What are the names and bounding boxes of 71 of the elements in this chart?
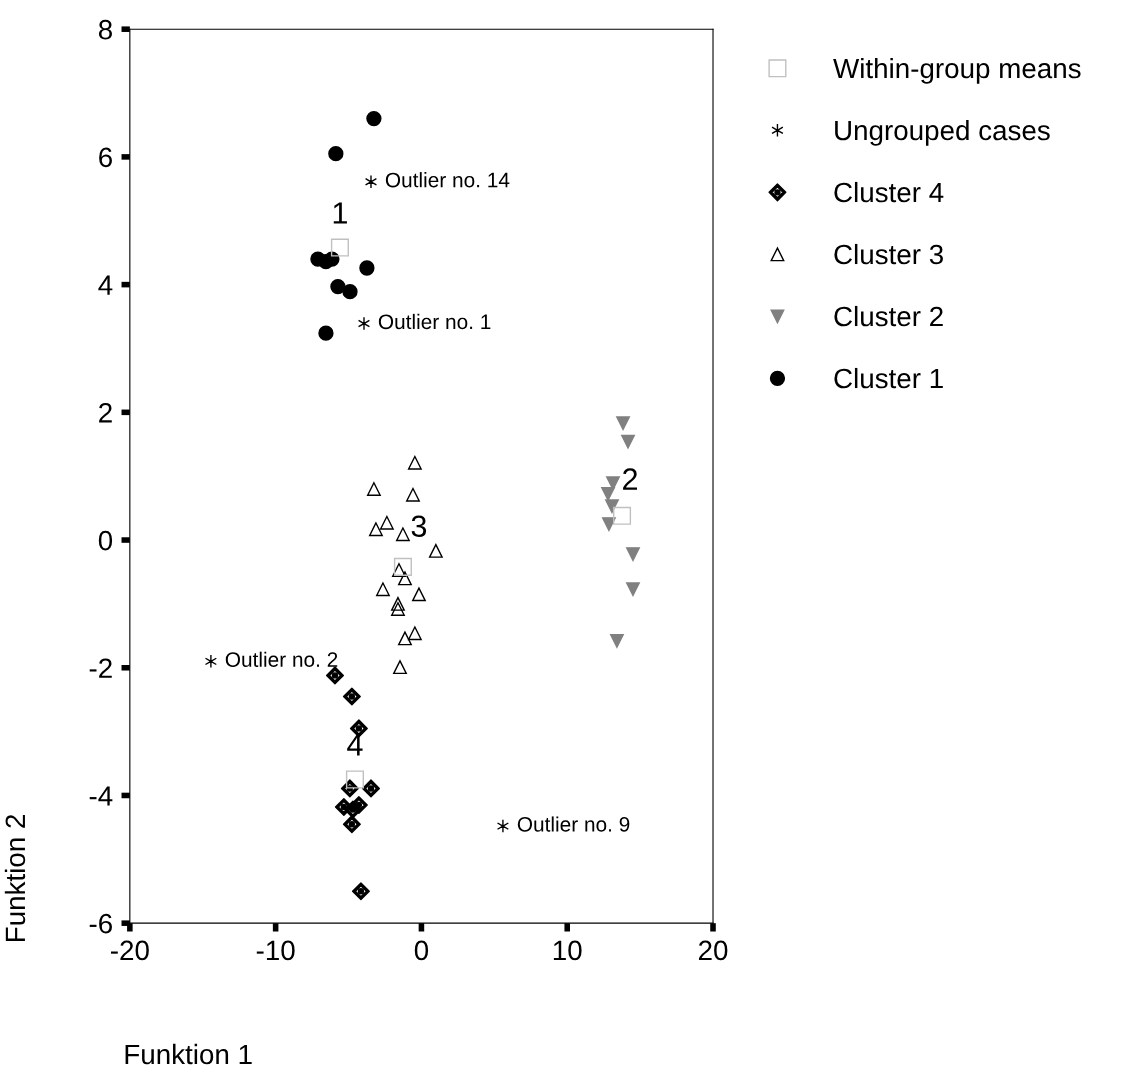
y-tick-label: -2 xyxy=(89,658,112,678)
point xyxy=(621,434,635,449)
y-tick-label: 0 xyxy=(98,530,113,551)
annotation: Outlier no. 1 xyxy=(378,313,491,330)
y-tick-label: 8 xyxy=(98,19,112,40)
point xyxy=(345,770,364,789)
point xyxy=(428,543,443,558)
y-tick-label: 6 xyxy=(99,147,112,168)
point xyxy=(351,882,370,901)
point xyxy=(368,522,383,537)
point xyxy=(609,633,624,648)
legend-label: Cluster 2 xyxy=(834,305,943,327)
point xyxy=(330,278,346,295)
x-tick-label: 0 xyxy=(414,940,429,961)
point xyxy=(393,557,412,576)
point xyxy=(605,499,619,514)
point xyxy=(204,654,218,669)
point xyxy=(393,660,407,675)
x-tick-label: 10 xyxy=(553,940,582,961)
point xyxy=(361,779,381,798)
y-axis-title: Funktion 2 xyxy=(4,815,26,942)
y-tick-label: 4 xyxy=(98,275,113,295)
annotation: Outlier no. 14 xyxy=(385,172,510,188)
point xyxy=(613,506,632,525)
point xyxy=(407,455,422,470)
point xyxy=(398,631,412,646)
legend-label: Within-group means xyxy=(833,57,1081,84)
point xyxy=(391,596,405,611)
annotation: 1 xyxy=(333,202,347,224)
point xyxy=(379,515,394,530)
point xyxy=(357,316,371,331)
point xyxy=(342,283,358,300)
point xyxy=(342,687,361,706)
legend-label: Ungrouped cases xyxy=(835,119,1050,146)
point xyxy=(601,517,616,532)
point xyxy=(330,238,349,257)
x-tick-label: 20 xyxy=(698,940,728,961)
point xyxy=(359,260,375,276)
annotation: 3 xyxy=(411,515,427,538)
point xyxy=(366,110,382,127)
point xyxy=(601,487,615,502)
x-tick-label: -20 xyxy=(111,940,149,961)
y-tick-label: -6 xyxy=(89,913,112,934)
legend-label: Cluster 3 xyxy=(834,243,943,265)
point xyxy=(328,146,344,162)
point xyxy=(391,602,405,616)
y-tick-label: -4 xyxy=(89,786,113,806)
x-axis-title: Funktion 1 xyxy=(125,1043,252,1065)
point xyxy=(412,587,426,602)
annotation: 4 xyxy=(347,734,363,756)
point xyxy=(407,626,422,641)
legend-label: Cluster 4 xyxy=(834,181,944,203)
point xyxy=(626,582,640,597)
point xyxy=(342,815,361,834)
y-tick-label: 2 xyxy=(99,402,112,423)
point xyxy=(496,819,510,834)
point xyxy=(318,325,334,341)
annotation: 2 xyxy=(623,468,637,490)
annotation: Outlier no. 2 xyxy=(225,651,338,667)
point xyxy=(626,547,640,562)
legend-label: Cluster 1 xyxy=(834,367,943,389)
x-tick-label: -10 xyxy=(256,940,295,961)
point xyxy=(366,482,381,496)
point xyxy=(325,666,345,685)
point xyxy=(616,416,631,431)
annotation: Outlier no. 9 xyxy=(517,816,630,832)
point xyxy=(398,571,412,586)
point xyxy=(375,582,390,597)
point xyxy=(395,527,410,542)
point xyxy=(406,487,420,502)
point xyxy=(364,174,378,189)
